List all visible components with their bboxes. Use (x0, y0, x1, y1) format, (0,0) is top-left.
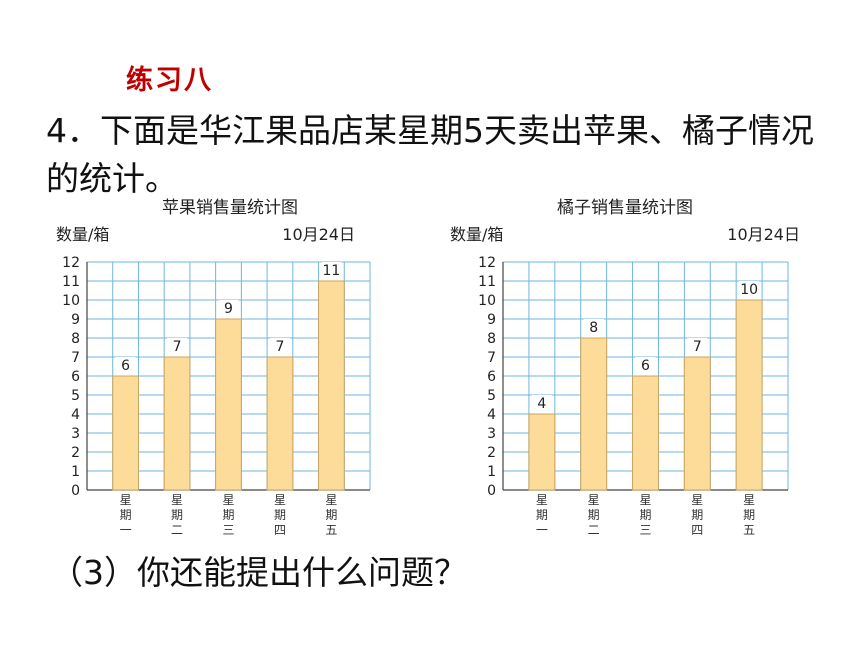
apple-y-tick-label: 4 (71, 407, 80, 423)
orange-y-tick-label: 6 (487, 369, 496, 385)
orange-category-label-5: 星期五 (743, 493, 755, 537)
apple-y-tick-label: 7 (71, 350, 80, 366)
orange-bar-1 (528, 413, 556, 491)
orange-value-label-bg (635, 357, 656, 373)
orange-chart-title: 橘子销售量统计图 (557, 198, 693, 218)
orange-category-label-4: 星期四 (691, 493, 703, 537)
apple-y-tick-label: 1 (71, 464, 80, 480)
apple-y-tick-label: 5 (71, 388, 80, 404)
question-text: （3）你还能提出什么问题？ (50, 553, 467, 592)
orange-y-tick-label: 9 (487, 312, 496, 328)
orange-bar-4 (683, 356, 711, 491)
apple-category-label-1: 星期一 (120, 493, 132, 537)
orange-y-tick-label: 1 (487, 464, 496, 480)
apple-y-tick-label: 9 (71, 312, 80, 328)
apple-bar-5 (318, 280, 345, 491)
orange-category-label-3: 星期三 (639, 493, 651, 537)
orange-value-label-2: 8 (589, 320, 598, 336)
apple-category-label-5: 星期五 (325, 493, 337, 537)
apple-chart-date: 10月24日 (282, 225, 355, 244)
orange-category-label-1: 星期一 (536, 493, 548, 537)
apple-bar-1 (112, 375, 139, 491)
apple-y-tick-label: 2 (71, 445, 80, 461)
apple-chart-ylabel: 数量/箱 (56, 225, 109, 244)
apple-chart-title: 苹果销售量统计图 (162, 198, 298, 218)
orange-value-label-bg (739, 281, 760, 297)
apple-value-label-2: 7 (173, 339, 182, 355)
orange-category-label-2: 星期二 (588, 493, 600, 537)
apple-category-label-3: 星期三 (222, 493, 234, 537)
orange-value-label-3: 6 (641, 358, 650, 374)
orange-bar-2 (580, 337, 608, 491)
section-title: 练习八 (126, 65, 213, 96)
apple-bar-2 (163, 356, 191, 491)
orange-y-tick-label: 7 (487, 350, 496, 366)
apple-value-label-1: 6 (121, 358, 130, 374)
apple-y-tick-label: 6 (71, 369, 80, 385)
apple-y-tick-label: 12 (62, 255, 80, 271)
apple-value-label-4: 7 (275, 339, 284, 355)
apple-y-tick-label: 8 (71, 331, 80, 347)
orange-value-label-1: 4 (537, 396, 546, 412)
orange-value-label-bg (583, 319, 604, 335)
orange-value-label-4: 7 (693, 339, 702, 355)
orange-value-label-bg (687, 338, 708, 354)
orange-y-tick-label: 11 (478, 274, 496, 290)
problem-text: 4．下面是华江果品店某星期5天卖出苹果、橘子情况的统计。 (46, 111, 814, 198)
orange-y-tick-label: 0 (487, 483, 496, 499)
apple-y-tick-label: 10 (62, 293, 80, 309)
apple-bar-3 (215, 318, 242, 491)
orange-y-tick-label: 2 (487, 445, 496, 461)
apple-value-label-bg (115, 357, 136, 373)
apple-bar-4 (266, 356, 294, 491)
orange-bar-5 (735, 299, 763, 491)
orange-chart-ylabel: 数量/箱 (450, 225, 503, 244)
orange-y-tick-label: 3 (487, 426, 496, 442)
orange-y-tick-label: 5 (487, 388, 496, 404)
orange-y-tick-label: 12 (478, 255, 496, 271)
apple-y-tick-label: 3 (71, 426, 80, 442)
orange-y-tick-label: 8 (487, 331, 496, 347)
apple-category-label-2: 星期二 (171, 493, 183, 537)
apple-value-label-5: 11 (322, 263, 340, 279)
apple-y-tick-label: 0 (71, 483, 80, 499)
orange-value-label-bg (531, 395, 552, 411)
orange-chart-date: 10月24日 (727, 225, 800, 244)
orange-bar-3 (632, 375, 659, 491)
apple-value-label-bg (321, 262, 342, 278)
apple-value-label-bg (269, 338, 290, 354)
apple-category-label-4: 星期四 (274, 493, 286, 537)
apple-y-tick-label: 11 (62, 274, 80, 290)
orange-y-tick-label: 10 (478, 293, 496, 309)
apple-value-label-bg (167, 338, 188, 354)
apple-value-label-bg (218, 300, 239, 316)
orange-y-tick-label: 4 (487, 407, 496, 423)
apple-value-label-3: 9 (224, 301, 233, 317)
orange-value-label-5: 10 (740, 282, 758, 298)
